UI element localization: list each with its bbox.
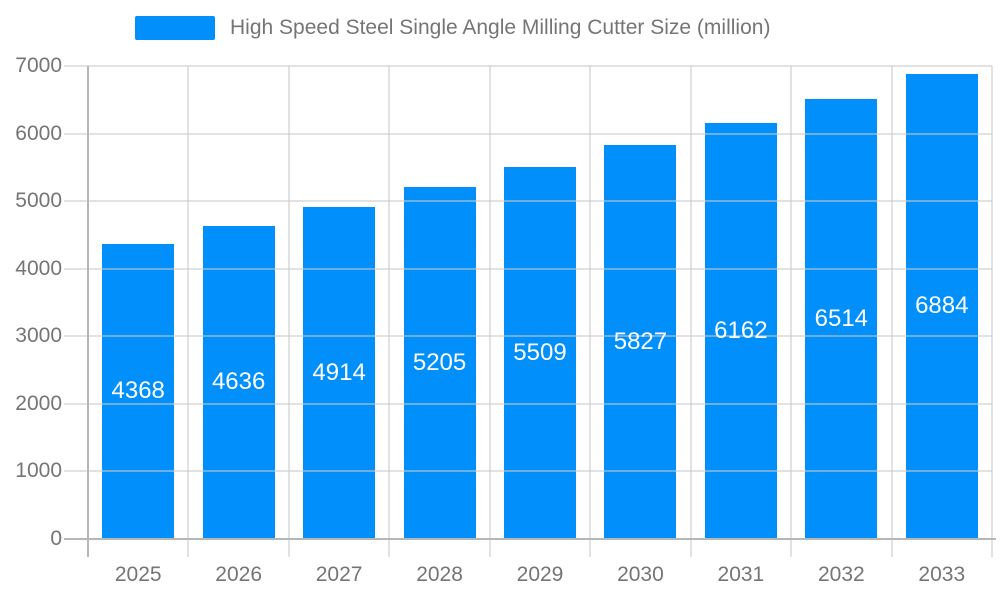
bar-2030[interactable] <box>604 145 677 539</box>
gridline-vertical <box>488 66 491 557</box>
gridline-horizontal <box>88 132 992 135</box>
gridline-vertical <box>187 66 190 557</box>
y-axis-tick <box>64 267 88 270</box>
bar-2031[interactable] <box>704 122 777 539</box>
gridline-horizontal <box>88 402 992 405</box>
bar-value-label: 5827 <box>613 328 668 356</box>
gridline-horizontal <box>88 65 992 67</box>
x-axis-label: 2032 <box>817 563 865 586</box>
gridline-vertical <box>890 66 893 557</box>
y-axis-line <box>87 66 89 557</box>
y-axis-label: 3000 <box>15 324 62 348</box>
legend-swatch[interactable] <box>135 16 215 40</box>
y-axis-tick <box>64 402 88 405</box>
gridline-vertical <box>589 66 592 557</box>
y-axis-label: 5000 <box>15 189 62 213</box>
gridline-vertical <box>388 66 391 557</box>
x-axis-label: 2026 <box>215 563 263 586</box>
bar-2027[interactable] <box>303 206 376 539</box>
gridline-horizontal <box>88 200 992 203</box>
x-axis-label: 2030 <box>617 563 664 586</box>
y-axis-label: 6000 <box>15 121 62 145</box>
gridline-horizontal <box>88 335 992 338</box>
legend-label[interactable]: High Speed Steel Single Angle Milling Cu… <box>230 16 771 39</box>
y-axis-tick <box>64 132 88 135</box>
gridline-vertical <box>790 66 793 557</box>
y-axis-tick <box>64 200 88 203</box>
x-axis-line <box>64 538 996 540</box>
x-axis-label: 2027 <box>315 563 363 586</box>
y-axis-tick <box>64 470 88 473</box>
bar-2028[interactable] <box>403 187 476 539</box>
bar-2029[interactable] <box>504 166 576 539</box>
bar-2026[interactable] <box>202 225 275 539</box>
y-axis-tick <box>64 65 88 67</box>
x-axis-label: 2031 <box>717 563 765 586</box>
bar-value-label: 4636 <box>211 368 266 396</box>
bar-value-label: 4368 <box>111 377 165 405</box>
gridline-horizontal <box>88 470 992 473</box>
x-axis-label: 2025 <box>114 563 162 586</box>
x-axis-label: 2033 <box>918 563 966 586</box>
gridline-horizontal <box>88 267 992 270</box>
bar-value-label: 6884 <box>915 292 969 320</box>
gridline-vertical <box>287 66 290 557</box>
y-axis-label: 4000 <box>15 256 62 280</box>
gridline-vertical <box>689 66 692 557</box>
bar-value-label: 6162 <box>714 316 768 344</box>
y-axis-label: 7000 <box>15 54 62 77</box>
bar-value-label: 6514 <box>814 304 869 332</box>
bar-value-label: 5509 <box>513 338 567 366</box>
bar-value-label: 4914 <box>312 358 366 386</box>
y-axis-label: 1000 <box>15 459 62 483</box>
y-axis-label: 0 <box>50 527 62 550</box>
x-axis-label: 2029 <box>516 563 564 586</box>
gridline-vertical <box>991 66 993 557</box>
bar-value-label: 5205 <box>412 349 467 377</box>
bar-2025[interactable] <box>102 243 175 539</box>
x-axis-label: 2028 <box>416 563 463 586</box>
bar-2033[interactable] <box>905 73 978 539</box>
bar-2032[interactable] <box>805 98 878 539</box>
y-axis-label: 2000 <box>15 391 62 415</box>
y-axis-tick <box>64 335 88 338</box>
